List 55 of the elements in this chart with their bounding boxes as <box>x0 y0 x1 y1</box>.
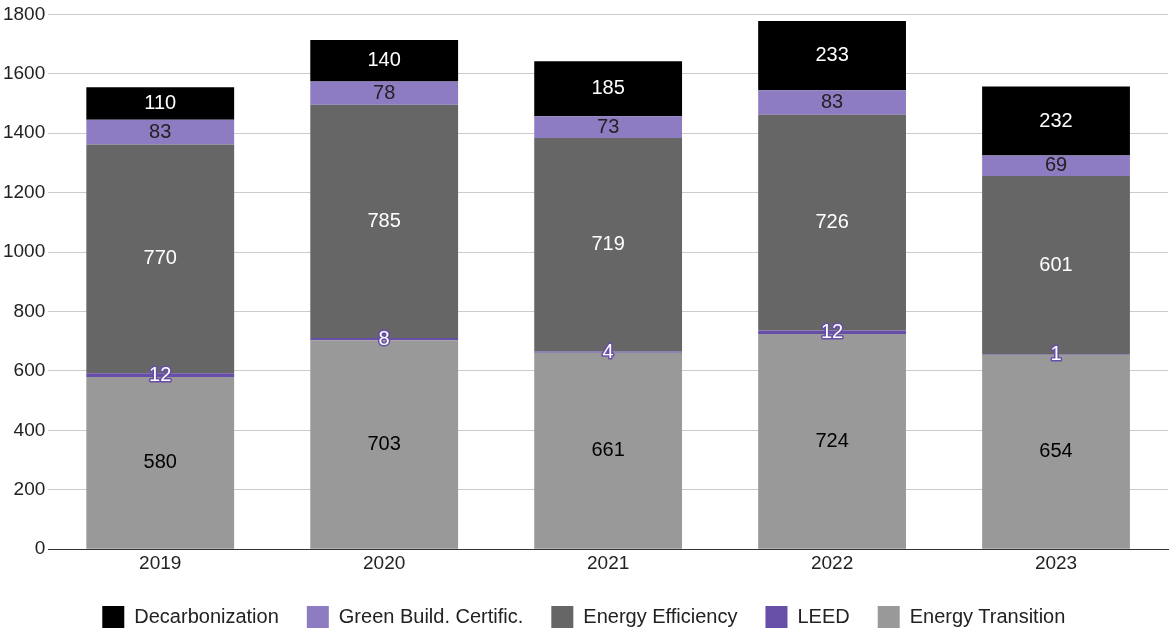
y-tick-label: 200 <box>13 478 46 500</box>
bar <box>758 20 906 91</box>
legend-label: LEED <box>797 604 850 627</box>
bar <box>534 61 683 117</box>
data-label: 654 <box>1039 439 1073 462</box>
data-label: 83 <box>820 90 844 113</box>
bar <box>86 87 235 120</box>
legend-label: Green Build. Certific. <box>338 604 524 627</box>
data-label: 12 <box>820 319 844 342</box>
data-label: 770 <box>143 246 177 269</box>
data-label: 185 <box>591 76 625 99</box>
data-label: 73 <box>597 114 620 137</box>
data-label: 4 <box>602 339 614 362</box>
y-tick-label: 800 <box>13 299 46 321</box>
data-label: 726 <box>815 210 849 233</box>
data-label: 83 <box>149 119 172 142</box>
data-label: 110 <box>144 91 177 114</box>
data-label: 719 <box>591 232 625 255</box>
data-label: 724 <box>815 428 849 451</box>
bar <box>534 116 683 138</box>
bar <box>310 81 459 105</box>
y-tick-label: 1800 <box>2 2 46 24</box>
y-tick-label: 1000 <box>2 240 46 262</box>
bar <box>86 119 235 145</box>
data-label: 580 <box>143 450 177 473</box>
bar <box>982 155 1130 177</box>
x-tick-label: 2022 <box>810 551 854 573</box>
legend-label: Energy Efficiency <box>583 604 738 627</box>
data-label: 140 <box>367 48 401 71</box>
data-label: 785 <box>367 208 401 231</box>
x-tick-label: 2023 <box>1034 551 1078 573</box>
bar <box>310 39 459 82</box>
y-tick-label: 400 <box>13 418 46 440</box>
data-label: 8 <box>378 326 390 349</box>
data-label: 232 <box>1039 108 1073 131</box>
data-label: 78 <box>373 80 396 103</box>
y-tick-label: 1600 <box>2 62 46 84</box>
y-tick-label: 0 <box>34 537 46 559</box>
y-tick-label: 600 <box>13 359 46 381</box>
data-label: 233 <box>815 43 849 66</box>
x-tick-label: 2020 <box>363 551 406 573</box>
x-tick-label: 2019 <box>139 551 182 573</box>
x-tick-label: 2021 <box>586 551 630 573</box>
y-tick-label: 1200 <box>2 180 46 202</box>
data-label: 661 <box>591 438 625 461</box>
data-label: 1 <box>1050 342 1062 365</box>
bar <box>982 86 1130 156</box>
data-label: 12 <box>149 362 172 385</box>
data-label: 601 <box>1039 252 1073 275</box>
y-tick-label: 1400 <box>2 121 46 143</box>
bar <box>758 90 906 115</box>
data-label: 69 <box>1044 153 1068 176</box>
legend-label: Energy Transition <box>909 604 1066 627</box>
legend-label: Decarbonization <box>134 604 279 627</box>
data-label: 703 <box>367 432 401 455</box>
